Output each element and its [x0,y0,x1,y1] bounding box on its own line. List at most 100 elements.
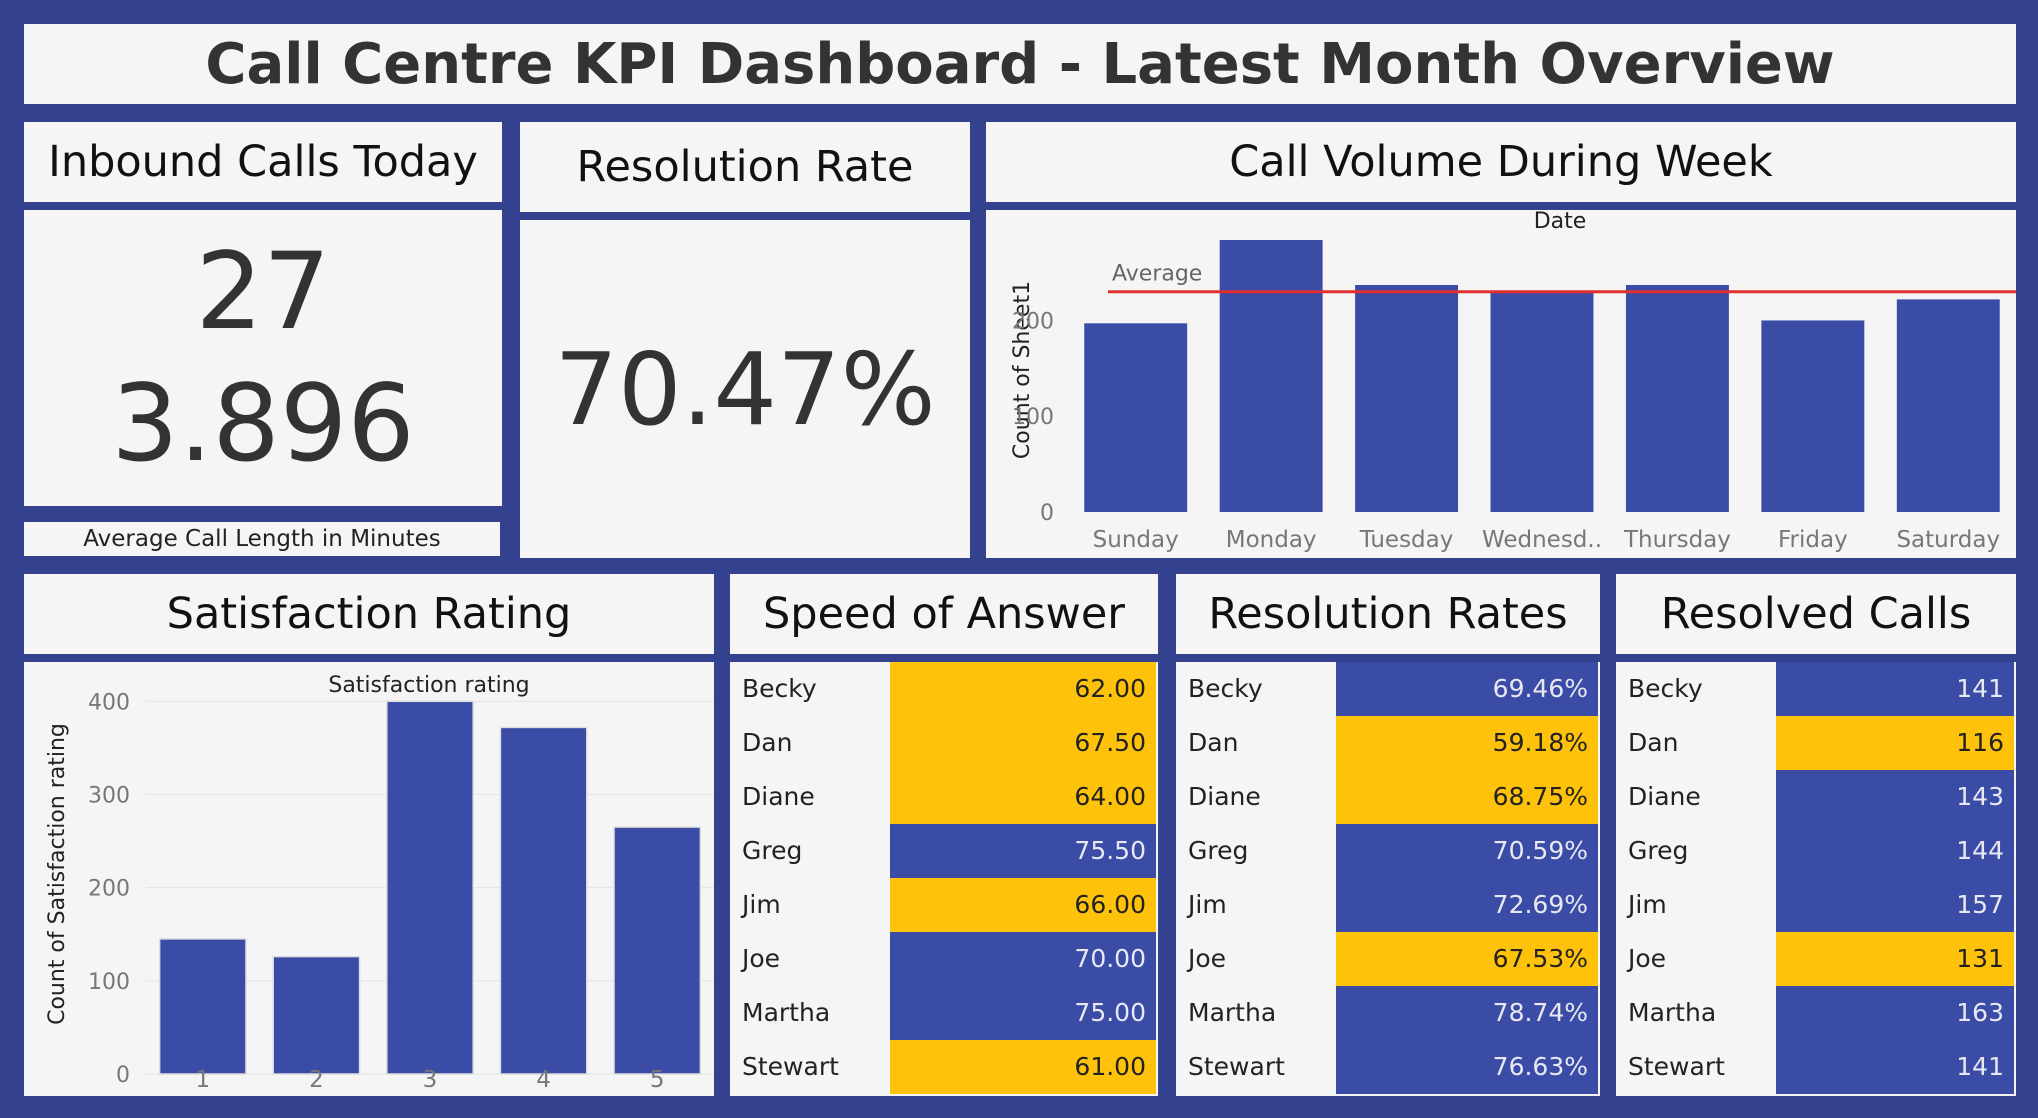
call-volume-bar-tuesday[interactable] [1355,285,1459,512]
call-volume-x-label: Monday [1226,527,1317,553]
table-row[interactable]: Joe 70.00 [730,932,1158,986]
satisfaction-chart-title: Satisfaction rating [328,673,529,698]
table-row-value: 68.75% [1336,770,1598,824]
table-row[interactable]: Jim 157 [1616,878,2016,932]
table-row-name: Joe [1628,944,1667,973]
call-volume-x-label: Tuesday [1359,527,1454,553]
satisfaction-y-tick: 300 [88,783,130,808]
table-row[interactable]: Becky 141 [1616,662,2016,716]
average-call-length-caption: Average Call Length in Minutes [83,526,441,552]
table-row-name: Diane [1188,782,1261,811]
table-row[interactable]: Diane 68.75% [1176,770,1600,824]
table-row[interactable]: Greg 75.50 [730,824,1158,878]
call-volume-bar-wednesd[interactable] [1490,290,1594,512]
table-row-value: 78.74% [1336,986,1598,1040]
table-row[interactable]: Stewart 61.00 [730,1040,1158,1094]
inbound-calls-kpi-panel[interactable]: 27 3.896 [24,210,502,506]
table-row-name: Becky [1188,674,1263,703]
call-volume-title: Call Volume During Week [1229,137,1773,187]
call-volume-bar-thursday[interactable] [1625,285,1729,512]
table-row[interactable]: Dan 116 [1616,716,2016,770]
table-row[interactable]: Martha 75.00 [730,986,1158,1040]
inbound-calls-title: Inbound Calls Today [48,137,478,187]
resolution-rates-title-panel: Resolution Rates [1176,574,1600,654]
speed-of-answer-title-panel: Speed of Answer [730,574,1158,654]
page-title: Call Centre KPI Dashboard - Latest Month… [205,31,1835,97]
table-row[interactable]: Greg 70.59% [1176,824,1600,878]
table-row[interactable]: Stewart 141 [1616,1040,2016,1094]
satisfaction-y-tick: 400 [88,690,130,715]
table-row-name: Dan [742,728,793,757]
table-row-value: 141 [1776,1040,2014,1094]
satisfaction-bar-1[interactable] [158,938,247,1075]
table-row[interactable]: Dan 59.18% [1176,716,1600,770]
table-row-value: 70.59% [1336,824,1598,878]
table-row[interactable]: Martha 78.74% [1176,986,1600,1040]
table-row[interactable]: Dan 67.50 [730,716,1158,770]
resolution-rate-title: Resolution Rate [576,142,914,192]
table-row-name: Stewart [742,1052,839,1081]
call-volume-x-label: Sunday [1093,527,1179,553]
table-row-value: 66.00 [890,878,1156,932]
average-call-length-value: 3.896 [111,362,415,485]
table-row-name: Greg [1188,836,1249,865]
table-row[interactable]: Diane 64.00 [730,770,1158,824]
table-row[interactable]: Jim 66.00 [730,878,1158,932]
table-row-value: 116 [1776,716,2014,770]
call-volume-bar-monday[interactable] [1219,240,1323,512]
satisfaction-title-panel: Satisfaction Rating [24,574,714,654]
table-row-value: 61.00 [890,1040,1156,1094]
call-volume-chart[interactable]: Date Count of Sheet1 0 100 200 Sunday Monda… [986,210,2016,558]
resolved-calls-title: Resolved Calls [1660,589,1972,639]
call-volume-chart-panel[interactable]: Date Count of Sheet1 0 100 200 Sunday Monda… [986,210,2016,558]
table-row-value: 131 [1776,932,2014,986]
table-row-value: 64.00 [890,770,1156,824]
call-volume-title-panel: Call Volume During Week [986,122,2016,202]
table-row[interactable]: Becky 62.00 [730,662,1158,716]
table-row-value: 157 [1776,878,2014,932]
call-volume-x-label: Saturday [1896,527,2000,553]
resolution-rate-kpi-panel[interactable]: 70.47% [520,220,970,558]
table-row[interactable]: Joe 131 [1616,932,2016,986]
call-volume-bar-sunday[interactable] [1084,323,1188,512]
table-row[interactable]: Stewart 76.63% [1176,1040,1600,1094]
satisfaction-bar-5[interactable] [613,826,702,1075]
satisfaction-y-tick: 0 [116,1063,130,1088]
table-row[interactable]: Becky 69.46% [1176,662,1600,716]
resolution-rates-table[interactable]: Becky 69.46% Dan 59.18% Diane 68.75% Greg 70.59… [1176,662,1600,1096]
table-row-value: 69.46% [1336,662,1598,716]
call-volume-y-axis-label: Count of Sheet1 [1010,281,1035,459]
satisfaction-bar-3[interactable] [386,700,474,1075]
call-volume-bar-friday[interactable] [1761,320,1865,512]
resolved-calls-table[interactable]: Becky 141 Dan 116 Diane 143 Greg 144 Jim 157 Joe 13… [1616,662,2016,1096]
resolved-calls-title-panel: Resolved Calls [1616,574,2016,654]
satisfaction-chart-panel[interactable]: Satisfaction rating Count of Satisfactio… [24,662,714,1096]
table-row[interactable]: Diane 143 [1616,770,2016,824]
satisfaction-bar-2[interactable] [272,955,361,1075]
table-row-value: 67.50 [890,716,1156,770]
satisfaction-y-tick: 100 [88,970,130,995]
table-row-value: 163 [1776,986,2014,1040]
satisfaction-y-tick: 200 [88,877,130,902]
satisfaction-chart[interactable]: Satisfaction rating Count of Satisfactio… [24,662,714,1096]
resolution-rates-title: Resolution Rates [1208,589,1568,639]
table-row-value: 141 [1776,662,2014,716]
table-row[interactable]: Jim 72.69% [1176,878,1600,932]
table-row-name: Becky [742,674,817,703]
table-row[interactable]: Greg 144 [1616,824,2016,878]
table-row-name: Dan [1628,728,1679,757]
satisfaction-bar-4[interactable] [499,726,588,1075]
average-label-background [1108,257,1208,288]
table-row[interactable]: Martha 163 [1616,986,2016,1040]
call-volume-y-tick: 0 [1040,501,1054,526]
table-row[interactable]: Joe 67.53% [1176,932,1600,986]
table-row-value: 72.69% [1336,878,1598,932]
table-row-name: Stewart [1628,1052,1725,1081]
speed-of-answer-title: Speed of Answer [763,589,1125,639]
table-row-value: 143 [1776,770,2014,824]
table-row-name: Dan [1188,728,1239,757]
table-row-name: Diane [1628,782,1701,811]
speed-of-answer-table[interactable]: Becky 62.00 Dan 67.50 Diane 64.00 Greg 75.50 Jim… [730,662,1158,1096]
table-row-value: 67.53% [1336,932,1598,986]
call-volume-bar-saturday[interactable] [1896,299,2000,512]
